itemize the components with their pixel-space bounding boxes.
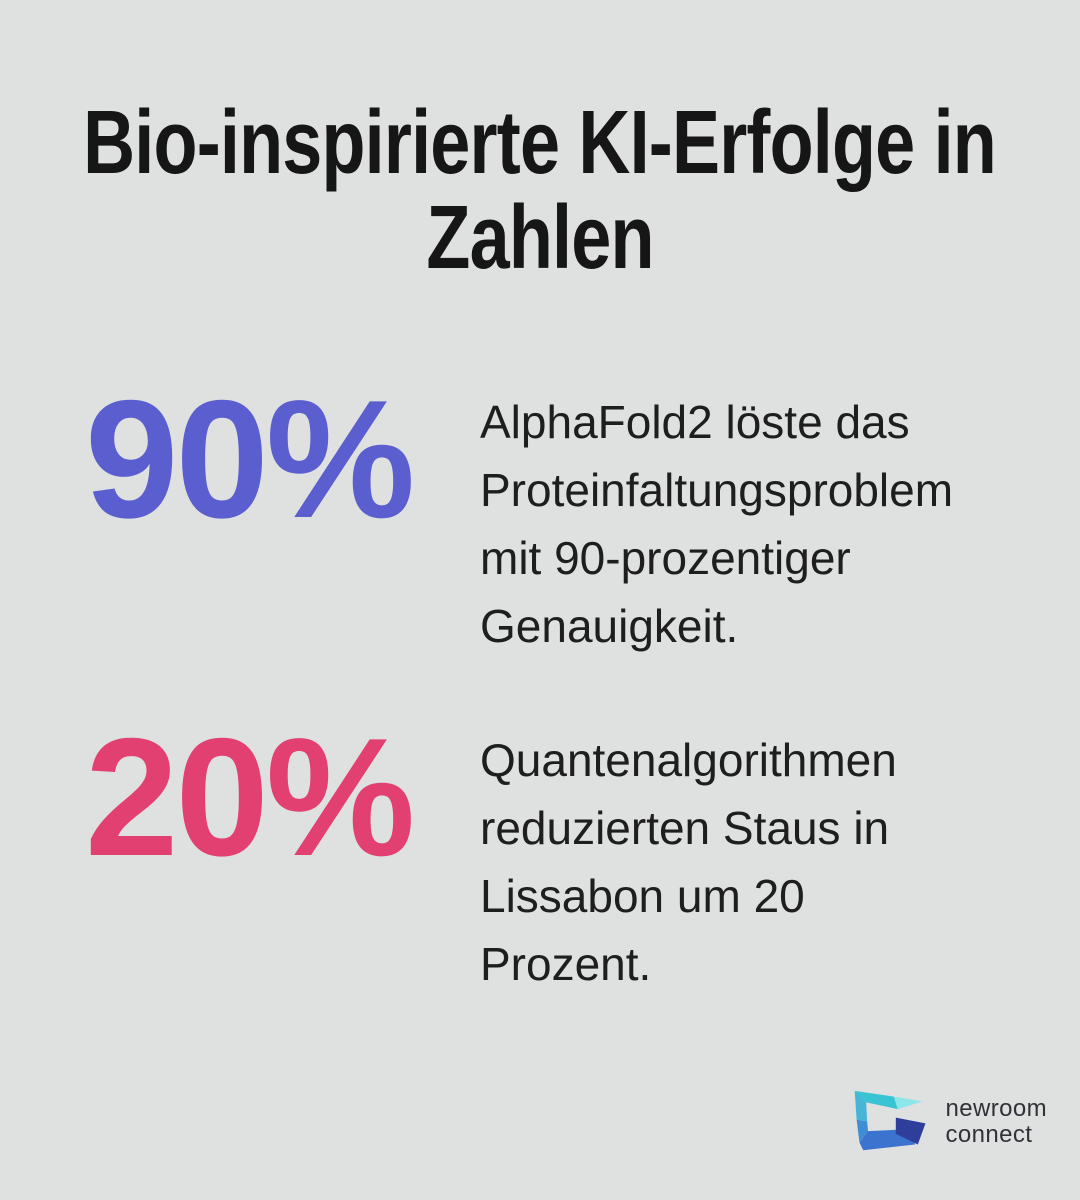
stat-description-quantum: Quantenalgorithmen reduzierten Staus in … bbox=[480, 734, 897, 990]
logo-arrow bbox=[896, 1117, 926, 1145]
stat-row-alphafold: 90% AlphaFold2 löste das Proteinfaltungs… bbox=[85, 365, 1080, 660]
page-title-line-2: Zahlen bbox=[426, 188, 654, 288]
stat-value-90-percent: 90% bbox=[85, 365, 415, 553]
page-title: Bio-inspirierte KI-Erfolge in Zahlen bbox=[0, 0, 1080, 286]
stat-value-20-percent: 20% bbox=[85, 703, 415, 891]
newroom-connect-logo: newroom connect bbox=[848, 1083, 1047, 1160]
stat-description-alphafold: AlphaFold2 löste das Proteinfaltungsprob… bbox=[480, 396, 954, 652]
logo-left-lower bbox=[857, 1119, 869, 1143]
logo-text-line-2: connect bbox=[945, 1120, 1033, 1148]
logo-top-tip bbox=[894, 1096, 924, 1110]
logo-top-bar bbox=[855, 1090, 899, 1110]
logo-left-upper bbox=[855, 1090, 868, 1122]
newroom-connect-logo-text: newroom connect bbox=[945, 1094, 1047, 1148]
newroom-connect-logo-icon bbox=[848, 1083, 936, 1160]
logo-text-line-1: newroom bbox=[945, 1094, 1047, 1122]
page-title-line-1: Bio-inspirierte KI-Erfolge in bbox=[83, 93, 998, 193]
stat-row-quantum: 20% Quantenalgorithmen reduzierten Staus… bbox=[85, 703, 1080, 998]
